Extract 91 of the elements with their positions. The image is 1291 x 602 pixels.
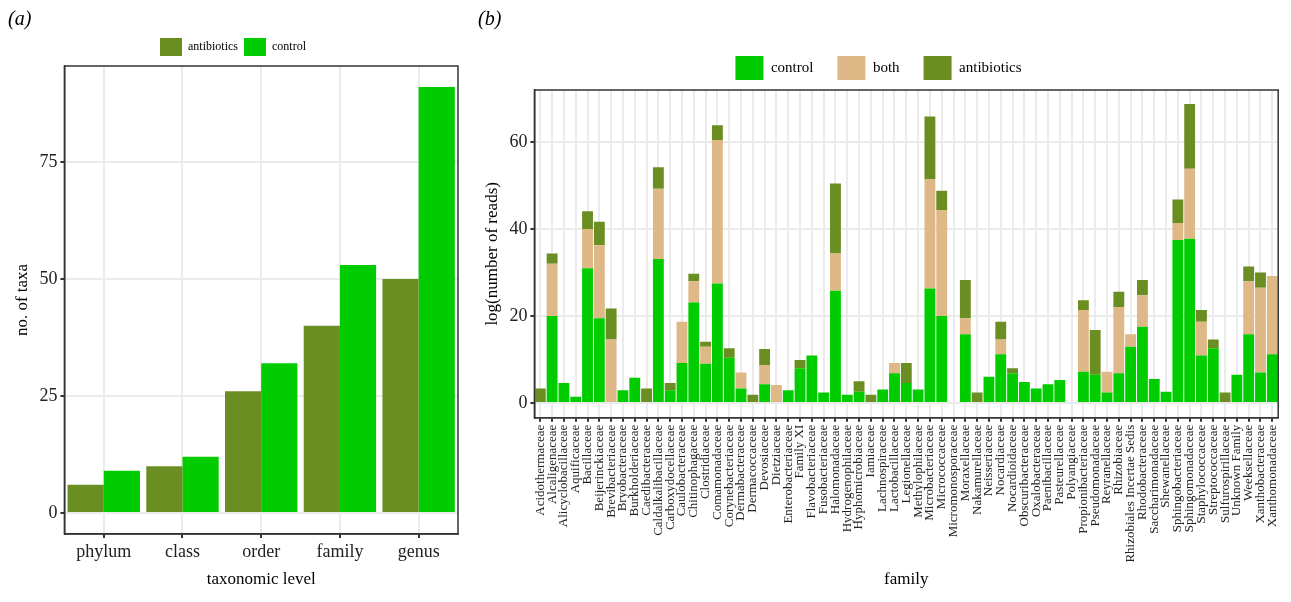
bar: [339, 264, 377, 512]
bar: [261, 363, 298, 512]
bar: [971, 392, 983, 402]
bar: [1196, 321, 1207, 356]
bar: [771, 385, 782, 402]
bar: [652, 188, 664, 260]
bar: [889, 362, 900, 374]
x-tick-label: phylum: [76, 540, 132, 561]
x-tick-label: Micrococcaceae: [933, 424, 949, 510]
bar: [995, 321, 1007, 340]
legend-label: control: [272, 39, 307, 54]
x-tick-label: family: [316, 540, 364, 561]
x-tick-label: Acidothermaceae: [531, 424, 547, 516]
legend-label: antibiotics: [188, 39, 239, 54]
chart-title: (b): [478, 7, 502, 31]
legend-label: both: [872, 58, 901, 75]
bar: [1137, 279, 1148, 296]
bar: [723, 348, 735, 358]
y-axis-title: log(number of reads): [481, 182, 501, 326]
y-tick-label: 20: [509, 304, 528, 325]
legend-label: control: [770, 58, 814, 75]
bar: [664, 382, 676, 391]
bar: [759, 384, 771, 402]
x-tick-label: genus: [397, 540, 440, 561]
bar: [534, 388, 546, 402]
bar: [1077, 309, 1089, 372]
bar: [1207, 339, 1219, 349]
bar: [688, 273, 700, 282]
bar: [936, 190, 948, 210]
x-axis-title: family: [884, 569, 929, 589]
bar: [605, 339, 617, 402]
y-tick-label: 60: [509, 130, 528, 151]
bar: [652, 167, 664, 189]
y-tick-label: 75: [39, 150, 58, 171]
y-tick-label: 0: [518, 391, 528, 412]
bar: [146, 466, 183, 512]
bar: [1137, 295, 1148, 327]
bar: [103, 470, 140, 512]
bar: [641, 388, 652, 402]
bar: [676, 321, 688, 363]
bar: [1184, 103, 1196, 169]
x-axis-title: taxonomic level: [206, 569, 316, 589]
bar: [67, 484, 104, 512]
bar: [224, 391, 262, 512]
x-tick-label: Bryobacteraceae: [614, 424, 630, 512]
bar: [959, 318, 971, 335]
y-tick-label: 50: [39, 267, 58, 288]
bar: [759, 349, 771, 366]
bar: [700, 346, 712, 364]
bar: [959, 279, 971, 319]
y-tick-label: 25: [39, 384, 58, 405]
bar: [700, 341, 712, 347]
bar: [924, 116, 936, 180]
bar: [1113, 291, 1125, 307]
bar: [747, 394, 759, 402]
y-tick-label: 0: [48, 501, 58, 522]
bar: [830, 253, 841, 291]
x-tick-label: order: [242, 540, 281, 561]
bar: [959, 334, 971, 402]
bar: [1089, 329, 1101, 375]
y-axis-title: no. of taxa: [11, 263, 31, 337]
legend-label: antibiotics: [959, 58, 1022, 75]
bar: [382, 278, 419, 512]
bar: [995, 339, 1007, 355]
x-tick-label: Comamonadaceae: [708, 424, 724, 520]
x-tick-label: class: [164, 540, 200, 561]
chart-title: (a): [8, 7, 32, 31]
bar: [1196, 309, 1207, 322]
bar: [688, 281, 700, 303]
bar: [865, 394, 877, 402]
bar: [711, 125, 723, 140]
bar: [1219, 392, 1231, 402]
bar: [853, 381, 865, 392]
bar: [735, 372, 747, 389]
bar: [605, 308, 617, 340]
x-tick-label: Iamiaceae: [862, 424, 878, 478]
bar: [546, 253, 558, 264]
bar: [759, 365, 771, 385]
bar: [1077, 300, 1089, 310]
x-tick-label: Reyranellaceae: [1098, 424, 1114, 505]
y-tick-label: 40: [509, 217, 528, 238]
bar: [830, 183, 841, 254]
bar: [182, 456, 219, 512]
bar: [900, 362, 912, 383]
bar: [1172, 199, 1184, 223]
bar: [711, 139, 723, 284]
bar: [1007, 368, 1018, 374]
x-tick-label: Chitinophagaceae: [685, 424, 701, 518]
bar: [418, 87, 455, 512]
bar: [546, 263, 558, 316]
bar: [303, 325, 340, 512]
